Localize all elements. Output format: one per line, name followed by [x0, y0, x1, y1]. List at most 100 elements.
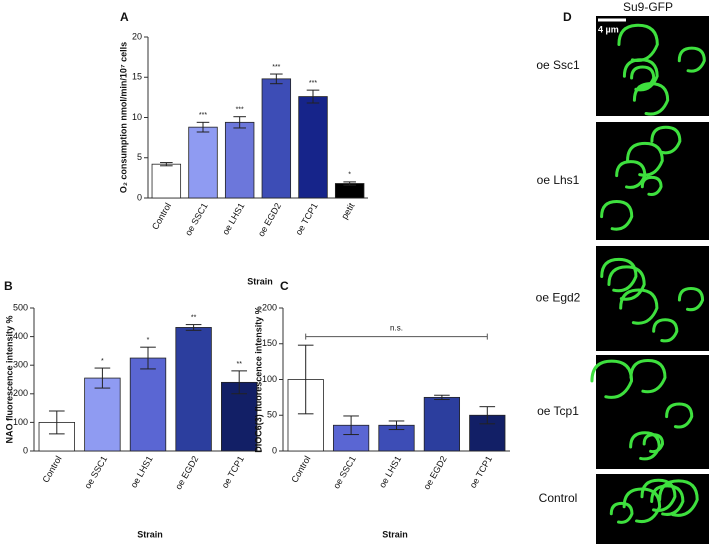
bracket-label: n.s. [390, 324, 403, 333]
mito-network [600, 257, 705, 343]
mito [629, 359, 667, 394]
bar [129, 357, 167, 452]
error-bar [231, 370, 248, 395]
x-axis-label: Strain [247, 276, 273, 286]
y-axis-label: DIOC6(3) fluorescence intensity % [253, 306, 263, 453]
mito [677, 286, 705, 312]
bar [423, 396, 461, 452]
y-tick-label: 0 [137, 192, 142, 202]
mito [632, 82, 670, 116]
mito-network [600, 125, 682, 231]
micrograph [596, 16, 709, 116]
mito [652, 318, 679, 343]
x-tick-label: Control [150, 201, 173, 231]
error-bar [343, 415, 359, 436]
mito [650, 125, 682, 155]
panel-title: Su9-GFP [623, 0, 673, 14]
x-tick-label: oe LHS1 [377, 454, 403, 489]
scale-label: 4 µm [598, 24, 619, 34]
x-tick-label: oe EGD2 [422, 454, 449, 491]
bar [175, 327, 212, 452]
bar [298, 96, 328, 199]
micrograph [596, 246, 709, 351]
mito [622, 58, 659, 92]
x-tick-label: oe TCP1 [468, 454, 494, 490]
significance: * [101, 358, 104, 365]
error-bar [388, 420, 405, 431]
row-label: oe Lhs1 [537, 173, 580, 187]
x-tick-label: oe EGD2 [173, 454, 200, 491]
bar [84, 377, 121, 452]
row-label: oe Ssc1 [536, 58, 580, 72]
mito [642, 433, 665, 454]
mito [619, 288, 659, 325]
x-tick-label: oe TCP1 [293, 201, 319, 237]
x-tick-label: Control [289, 454, 312, 484]
mito-network [609, 478, 699, 524]
significance: * [348, 172, 351, 179]
y-tick-label: 50 [267, 410, 277, 420]
x-tick-label: Control [40, 454, 63, 484]
y-tick-label: 100 [13, 417, 28, 427]
significance: * [147, 337, 150, 344]
y-tick-label: 15 [132, 72, 142, 82]
y-tick-label: 200 [13, 388, 28, 398]
y-tick-label: 200 [262, 302, 277, 312]
error-bar [270, 73, 283, 85]
bar [224, 121, 255, 199]
mito-network [590, 359, 694, 461]
mito [650, 484, 685, 516]
mito [640, 478, 677, 512]
mito [640, 175, 663, 197]
y-axis-label: NAO fluorescence intensity % [4, 315, 14, 443]
error-bar [233, 116, 246, 129]
x-tick-label: oe SSC1 [83, 454, 110, 490]
panel-letter: A [120, 10, 129, 24]
error-bar [479, 406, 496, 425]
x-axis-label: Strain [137, 529, 163, 539]
panel-letter: C [280, 279, 289, 293]
error-bar [185, 324, 202, 331]
mito [630, 65, 656, 89]
significance: *** [199, 112, 207, 119]
mito [626, 141, 664, 177]
x-tick-label: oe TCP1 [220, 454, 246, 490]
mito [677, 46, 706, 73]
bar [188, 126, 218, 199]
y-tick-label: 500 [13, 302, 28, 312]
error-bar [48, 410, 65, 435]
mito [600, 257, 638, 293]
error-bar [343, 181, 356, 186]
mito [600, 200, 634, 231]
significance: *** [236, 107, 244, 114]
bar [151, 163, 182, 199]
x-tick-label: oe LHS1 [129, 454, 155, 489]
error-bar [160, 162, 173, 167]
error-bar [297, 344, 314, 415]
y-tick-label: 10 [132, 112, 142, 122]
x-tick-label: petit [339, 201, 356, 221]
y-tick-label: 400 [13, 331, 28, 341]
error-bar [196, 121, 210, 133]
mito-network [617, 23, 706, 116]
row-label: oe Egd2 [536, 291, 581, 305]
error-bar [140, 346, 156, 370]
y-tick-label: 100 [262, 374, 277, 384]
y-tick-label: 300 [13, 360, 28, 370]
mito [607, 265, 646, 301]
row-label: Control [539, 491, 578, 505]
significance: *** [309, 80, 317, 87]
significance: ** [236, 361, 242, 368]
y-tick-label: 0 [272, 445, 277, 455]
mito [615, 160, 647, 189]
error-bar [434, 394, 450, 401]
row-label: oe Tcp1 [537, 404, 579, 418]
mito [617, 23, 659, 62]
y-tick-label: 0 [23, 445, 28, 455]
significance: ** [191, 314, 197, 321]
error-bar [306, 89, 320, 104]
bar [38, 421, 75, 452]
x-tick-label: oe EGD2 [256, 201, 283, 238]
panel-letter: D [563, 10, 572, 24]
